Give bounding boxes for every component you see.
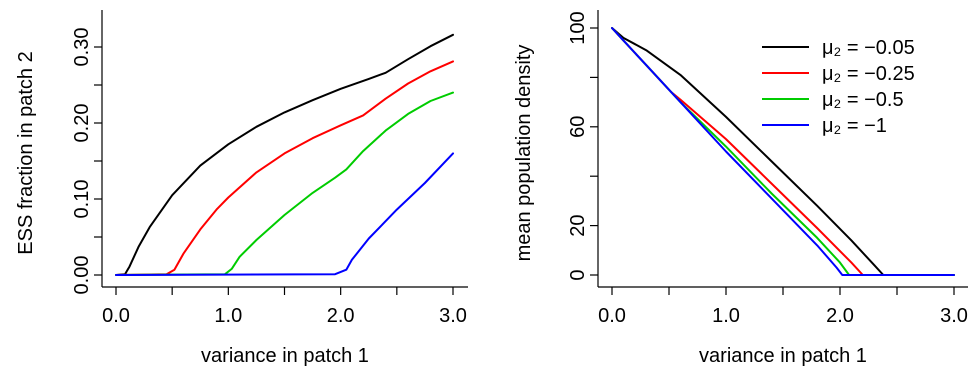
ess-fraction-series-line-1 [115,33,454,276]
ess-fraction-axes: 0.0 1.0 2.0 3.0 0.00 0.10 0.20 0.30 [71,10,468,327]
ess-fraction-x-axis-title: variance in patch 1 [201,345,369,367]
population-density-x-tick-label: 0.0 [598,305,626,327]
ess-fraction-panel: 0.0 1.0 2.0 3.0 0.00 0.10 0.20 0.30 variance in… [15,10,468,367]
ess-fraction-y-tick-label: 0.00 [71,256,93,295]
ess-fraction-series-line-4 [115,152,454,276]
legend-label-3: μ₂ = −0.5 [822,89,904,111]
ess-fraction-series [115,33,454,276]
population-density-x-tick-label: 1.0 [712,305,740,327]
population-density-y-axis-title: mean population density [513,45,535,262]
population-density-y-tick-label: 60 [567,116,589,138]
population-density-y-tick-label: 20 [567,214,589,236]
population-density-x-tick-label: 2.0 [826,305,854,327]
population-density-legend: μ₂ = −0.05 μ₂ = −0.25 μ₂ = −0.5 μ₂ = −1 [762,37,915,137]
ess-fraction-x-tick-label: 1.0 [214,305,242,327]
population-density-series-line-1 [611,27,955,276]
population-density-x-axis-title: variance in patch 1 [699,345,867,367]
population-density-x-tick-label: 3.0 [940,305,968,327]
ess-fraction-x-tick-label: 3.0 [439,305,467,327]
population-density-axes: 0.0 1.0 2.0 3.0 0 20 60 100 [567,10,968,327]
legend-label-4: μ₂ = −1 [822,115,887,137]
ess-fraction-series-line-3 [115,91,454,276]
population-density-y-tick-label: 100 [567,11,589,44]
ess-fraction-series-line-2 [115,60,454,276]
ess-fraction-y-tick-label: 0.30 [71,28,93,67]
population-density-series [611,27,955,276]
legend-label-1: μ₂ = −0.05 [822,37,915,59]
legend-label-2: μ₂ = −0.25 [822,63,915,85]
ess-fraction-y-tick-label: 0.20 [71,104,93,143]
population-density-y-tick-label: 0 [567,269,589,280]
ess-fraction-y-tick-label: 0.10 [71,180,93,219]
population-density-series-line-4 [611,27,955,276]
population-density-panel: 0.0 1.0 2.0 3.0 0 20 60 100 μ₂ = −0.05 μ₂ = −0.2… [513,10,968,367]
ess-fraction-x-tick-label: 0.0 [102,305,130,327]
ess-fraction-y-axis-title: ESS fraction in patch 2 [15,51,37,254]
ess-fraction-x-tick-label: 2.0 [327,305,355,327]
